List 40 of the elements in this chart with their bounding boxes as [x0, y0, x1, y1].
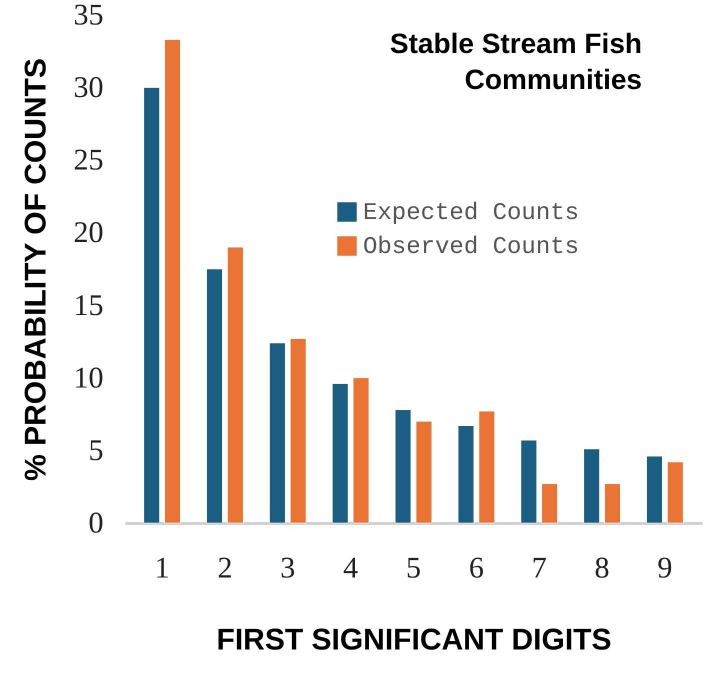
y-tick-label: 5	[88, 434, 104, 467]
y-tick-label: 15	[74, 288, 104, 322]
y-axis-title: % PROBABILITY OF COUNTS	[20, 58, 52, 481]
bar	[290, 338, 306, 524]
bar	[416, 421, 432, 524]
bar	[227, 246, 244, 524]
text: Stable Stream Fish Communities	[390, 28, 642, 95]
bar	[478, 410, 495, 524]
bar	[206, 268, 223, 524]
x-tick-label: 4	[343, 552, 358, 584]
x-tick-label: 3	[280, 552, 296, 584]
x-tick-label: 1	[154, 552, 170, 584]
x-tick-label: 6	[468, 552, 484, 584]
bar	[584, 448, 600, 524]
y-tick-label: 20	[74, 216, 104, 250]
bar	[542, 484, 558, 524]
bar	[144, 87, 160, 524]
x-tick-label: 5	[406, 552, 421, 584]
y-tick-label: 0	[88, 506, 104, 540]
bar	[332, 383, 348, 524]
bar	[164, 39, 181, 524]
y-tick-label: 30	[74, 71, 104, 104]
bar	[520, 440, 537, 524]
bar	[395, 410, 412, 524]
legend-label: Observed Counts	[363, 234, 580, 261]
y-tick-label: 10	[74, 361, 104, 394]
bar	[604, 484, 621, 524]
x-tick-label: 8	[594, 552, 610, 584]
legend-label: Expected Counts	[363, 200, 580, 227]
bar	[269, 342, 286, 524]
y-tick-label: 25	[74, 144, 104, 177]
bar	[353, 378, 370, 524]
x-tick-label: 2	[217, 552, 232, 584]
bar	[667, 462, 684, 524]
y-tick-label: 35	[74, 0, 104, 32]
x-axis-title: FIRST SIGNIFICANT DIGITS	[216, 624, 612, 656]
x-tick-label: 9	[657, 552, 672, 584]
x-tick-label: 7	[532, 552, 547, 584]
bar	[646, 456, 663, 524]
bar	[458, 426, 474, 524]
